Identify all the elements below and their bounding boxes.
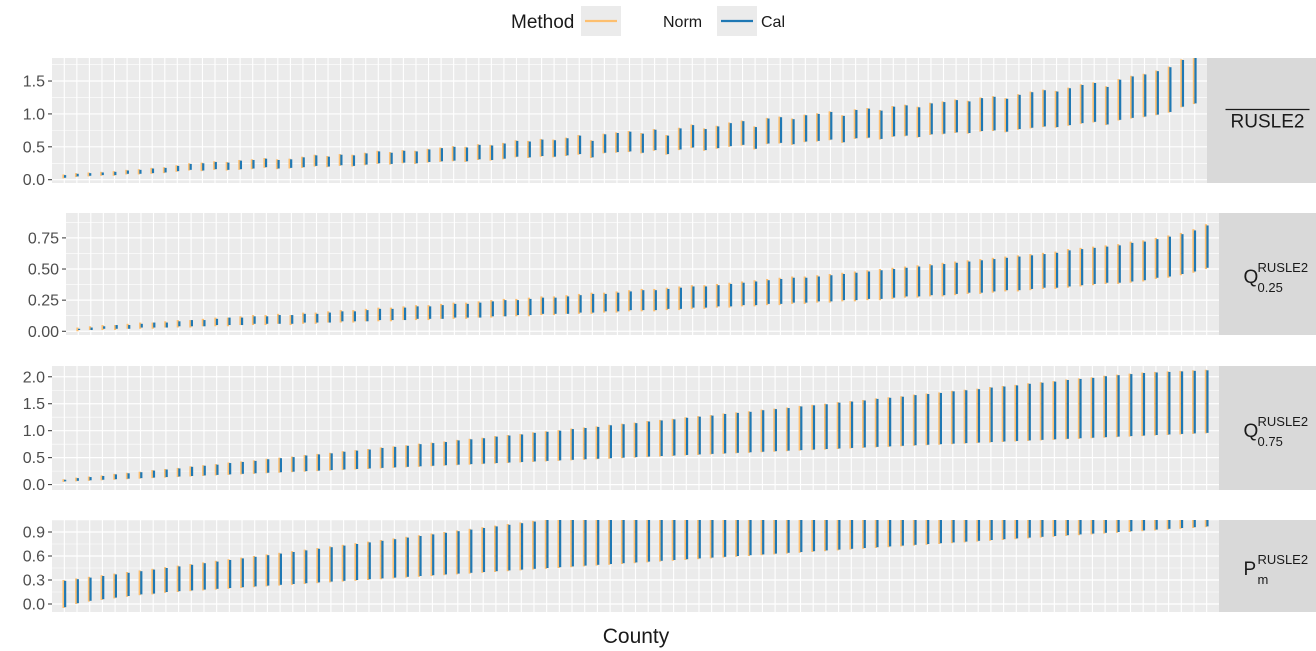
legend-title: Method bbox=[511, 12, 574, 33]
panel-pm: 0.0 0.3 0.6 0.9 P RUSLE2 m bbox=[23, 519, 1316, 614]
y-tick-label: 0.0 bbox=[23, 597, 45, 614]
y-tick-label: 0.50 bbox=[28, 262, 59, 279]
facet-strip-label: Q bbox=[1244, 267, 1259, 288]
facet-strip-superscript: RUSLE2 bbox=[1258, 552, 1309, 567]
facet-strip bbox=[1219, 366, 1316, 490]
y-tick-label: 0.5 bbox=[23, 139, 45, 156]
facet-strip-subscript: 0.25 bbox=[1258, 280, 1283, 295]
panel-q25: 0.00 0.25 0.50 0.75 Q RUSLE2 0.25 bbox=[28, 213, 1316, 341]
legend-item-cal: Cal bbox=[717, 6, 785, 36]
facet-strip bbox=[1219, 213, 1316, 335]
y-tick-label: 0.25 bbox=[28, 293, 59, 310]
facet-strip-label: P bbox=[1244, 559, 1257, 580]
facet-strip-subscript: m bbox=[1258, 572, 1269, 587]
legend-label-norm: Norm bbox=[663, 14, 702, 31]
facet-strip-superscript: RUSLE2 bbox=[1258, 414, 1309, 429]
y-tick-label: 0.6 bbox=[23, 549, 45, 566]
y-tick-label: 0.00 bbox=[28, 324, 59, 341]
panel-q75: 0.0 0.5 1.0 1.5 2.0 Q RUSLE2 0.75 bbox=[23, 366, 1316, 494]
y-tick-label: 1.5 bbox=[23, 74, 45, 91]
y-tick-label: 0.0 bbox=[23, 477, 45, 494]
facet-strip bbox=[1207, 58, 1316, 183]
legend: Method Norm Cal bbox=[511, 6, 785, 36]
y-tick-label: 0.0 bbox=[23, 172, 45, 189]
y-tick-label: 2.0 bbox=[23, 369, 45, 386]
legend-item-norm: Norm bbox=[581, 6, 702, 36]
y-tick-label: 1.5 bbox=[23, 396, 45, 413]
facet-strip-label: Q bbox=[1244, 421, 1259, 442]
facet-strip-superscript: RUSLE2 bbox=[1258, 260, 1309, 275]
facet-strip-subscript: 0.75 bbox=[1258, 434, 1283, 449]
x-axis-title: County bbox=[603, 625, 670, 648]
facet-strip-label: RUSLE2 bbox=[1231, 112, 1305, 133]
y-tick-label: 1.0 bbox=[23, 423, 45, 440]
y-tick-label: 0.3 bbox=[23, 573, 45, 590]
legend-label-cal: Cal bbox=[761, 14, 785, 31]
facet-strip bbox=[1219, 520, 1316, 612]
y-tick-label: 0.9 bbox=[23, 525, 45, 542]
y-tick-label: 0.5 bbox=[23, 450, 45, 467]
panel-mean: 0.0 0.5 1.0 1.5 RUSLE2 bbox=[23, 58, 1316, 189]
y-tick-label: 0.75 bbox=[28, 230, 59, 247]
y-tick-label: 1.0 bbox=[23, 106, 45, 123]
